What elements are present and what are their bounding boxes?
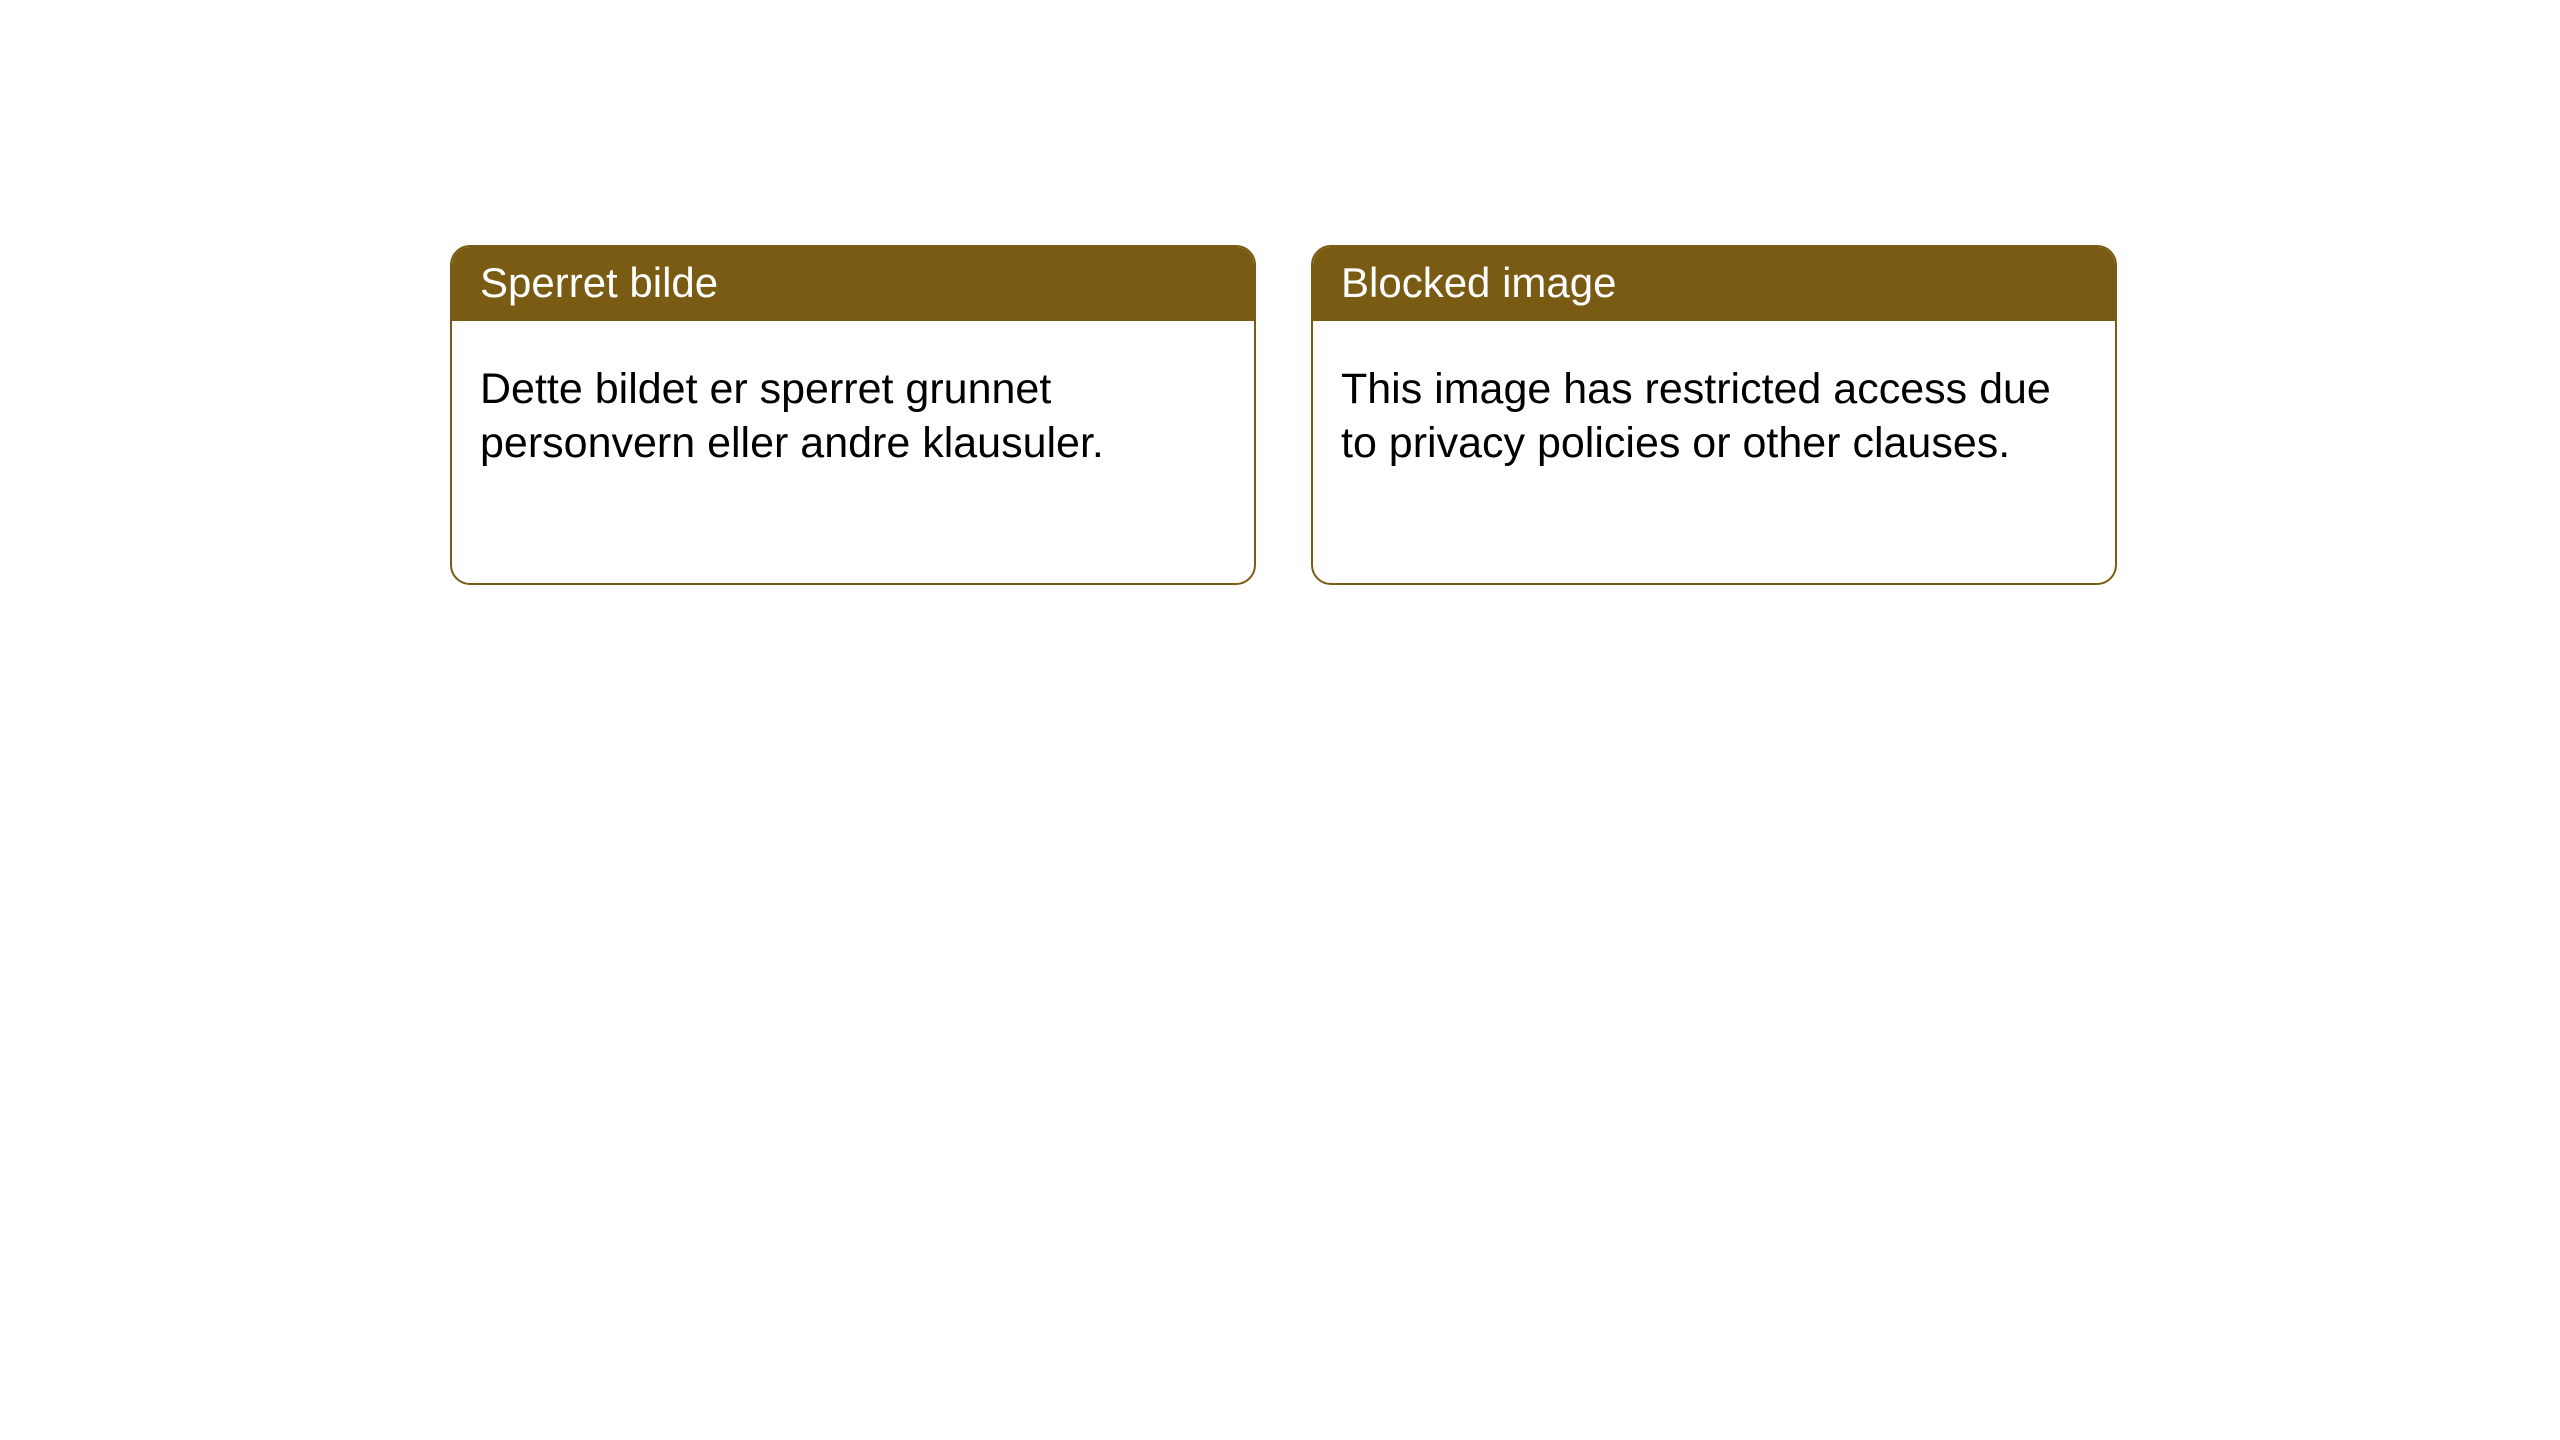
notice-body: This image has restricted access due to …	[1313, 321, 2115, 499]
notice-card-english: Blocked image This image has restricted …	[1311, 245, 2117, 585]
notice-header: Blocked image	[1313, 247, 2115, 321]
notice-container: Sperret bilde Dette bildet er sperret gr…	[450, 245, 2117, 585]
notice-header: Sperret bilde	[452, 247, 1254, 321]
notice-card-norwegian: Sperret bilde Dette bildet er sperret gr…	[450, 245, 1256, 585]
notice-body: Dette bildet er sperret grunnet personve…	[452, 321, 1254, 499]
